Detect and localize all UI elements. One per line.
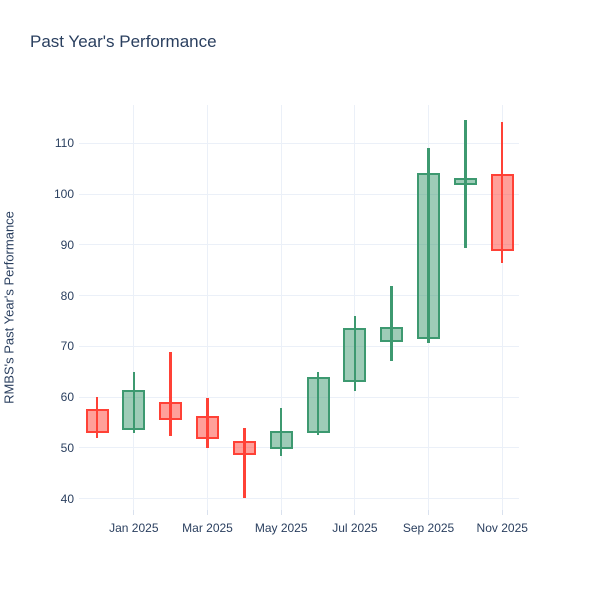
y-axis-title: RMBS's Past Year's Performance [1, 211, 17, 404]
y-gridline [79, 193, 519, 195]
x-tick-mark [207, 510, 209, 515]
y-tick-label: 60 [60, 390, 74, 405]
x-gridline [354, 105, 356, 510]
x-gridline [133, 105, 135, 510]
y-gridline [79, 396, 519, 398]
x-tick-mark [280, 510, 282, 515]
x-gridline [280, 105, 282, 510]
y-gridline [79, 345, 519, 347]
candle-wick-up [390, 286, 393, 362]
candle-body-down [85, 408, 109, 434]
x-gridline [501, 105, 503, 510]
y-gridline [79, 295, 519, 297]
candle-body-down [232, 440, 256, 455]
x-tick-label: Sep 2025 [402, 521, 455, 535]
x-tick-mark [133, 510, 135, 515]
y-tick-label: 90 [60, 237, 74, 252]
candle-body-down [159, 401, 183, 420]
candle-body-up [306, 376, 330, 434]
y-tick-label: 100 [53, 187, 74, 202]
y-tick-label: 40 [60, 491, 74, 506]
y-gridline [79, 447, 519, 449]
x-tick-mark [501, 510, 503, 515]
y-tick-label: 70 [60, 339, 74, 354]
x-tick-mark [354, 510, 356, 515]
candle-body-down [490, 173, 514, 252]
y-gridline [79, 142, 519, 144]
y-tick-label: 50 [60, 440, 74, 455]
y-tick-label: 80 [60, 288, 74, 303]
candle-body-up [122, 390, 146, 430]
x-tick-label: Nov 2025 [476, 521, 528, 535]
candle-body-up [343, 327, 367, 382]
candle-body-up [417, 172, 441, 339]
x-tick-mark [428, 510, 430, 515]
candle-body-up [269, 430, 293, 449]
x-tick-label: Jul 2025 [332, 521, 378, 535]
candle-body-up [453, 177, 477, 185]
chart-title: Past Year's Performance [30, 32, 217, 51]
x-tick-label: Jan 2025 [109, 521, 159, 535]
x-gridline [207, 105, 209, 510]
candle-body-down [196, 415, 220, 440]
x-tick-label: Mar 2025 [182, 521, 233, 535]
y-gridline [79, 498, 519, 500]
candle-wick-down [169, 351, 172, 436]
y-gridline [79, 244, 519, 246]
x-tick-label: May 2025 [254, 521, 308, 535]
candle-wick-down [243, 428, 246, 499]
y-tick-label: 110 [54, 136, 74, 151]
candle-body-up [380, 327, 404, 343]
